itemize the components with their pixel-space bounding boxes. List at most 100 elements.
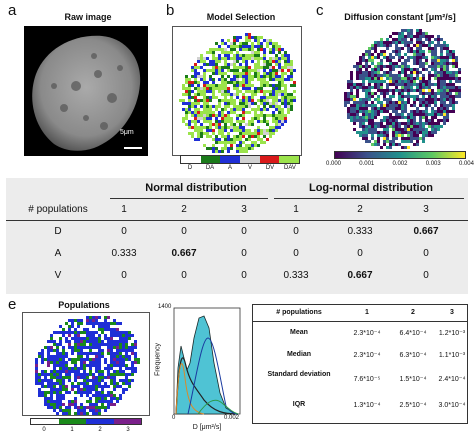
table-cell: 0.333 — [111, 248, 137, 259]
table-cell: 0.667 — [347, 270, 373, 281]
pop-label-0: 0 — [42, 427, 46, 433]
colorbar-tick-2: 0.002 — [392, 161, 408, 167]
stats-header-rule — [253, 321, 467, 322]
panel-b-title: Model Selection — [206, 12, 276, 22]
legend-label-v: V — [247, 165, 252, 171]
populations-legend-bar — [30, 418, 142, 425]
legend-label-dv: DV — [265, 165, 275, 171]
col-header-3: 1 — [293, 204, 299, 215]
row-label-v: V — [54, 270, 62, 281]
pop-swatch-0 — [31, 419, 59, 424]
hist-xlabel: D [μm²/s] — [192, 424, 222, 431]
header-normal-rule — [110, 198, 268, 199]
stats-header-3: 3 — [450, 309, 454, 316]
table-cell: 0 — [293, 248, 299, 259]
stats-header-1: 1 — [365, 309, 369, 316]
table-cell: 0.333 — [283, 270, 309, 281]
stats-cell: 2.3*10⁻⁴ — [353, 352, 381, 359]
table-cell: 0 — [423, 270, 429, 281]
pop-label-2: 2 — [98, 427, 102, 433]
hist-ymax-label: 1400 — [158, 304, 172, 310]
table-cell: 0 — [241, 270, 247, 281]
pop-swatch-2 — [86, 419, 114, 424]
legend-label-d: D — [187, 165, 193, 171]
panel-letter-a: a — [8, 2, 17, 19]
stats-cell: 2.5*10⁻⁴ — [399, 402, 427, 409]
colorbar-tick-1: 0.001 — [359, 161, 375, 167]
frequency-histogram: 1400 Frequency 0 0.002 D [μm²/s] — [154, 302, 244, 436]
colorbar-tick-0: 0.000 — [326, 161, 342, 167]
table-cell: 0 — [241, 248, 247, 259]
row-label-header: # populations — [28, 204, 88, 215]
legend-swatch-a — [220, 156, 241, 163]
stats-cell: 1.2*10⁻³ — [438, 330, 466, 337]
table-cell: 0 — [357, 248, 363, 259]
table-cell: 0 — [293, 226, 299, 237]
legend-label-a: A — [227, 165, 232, 171]
model-probability-table: Normal distribution Log-normal distribut… — [6, 178, 468, 294]
hist-xmin-label: 0 — [172, 415, 176, 421]
col-header-1: 2 — [181, 204, 187, 215]
panel-c-title: Diffusion constant [μm²/s] — [344, 12, 456, 22]
legend-swatch-dv — [259, 156, 280, 163]
header-lognormal-rule — [274, 198, 464, 199]
table-cell: 0.667 — [171, 248, 197, 259]
pop-swatch-3 — [113, 419, 141, 424]
legend-swatch-dav — [279, 156, 300, 163]
stats-row-label: Median — [286, 351, 312, 358]
stats-row-label: Mean — [290, 329, 308, 336]
table-cell: 0 — [121, 270, 127, 281]
model-legend-bar — [180, 155, 300, 164]
population-stats-table: # populations 1 2 3 Mean 2.3*10⁻⁴ 6.4*10⁻⁴ 1.2*… — [252, 304, 468, 424]
stats-cell: 6.4*10⁻⁴ — [399, 330, 427, 337]
raw-image — [24, 26, 148, 156]
panel-a-title: Raw image — [64, 12, 112, 22]
legend-swatch-da — [200, 156, 221, 163]
table-cell: 0.667 — [413, 226, 439, 237]
header-normal: Normal distribution — [145, 182, 247, 194]
stats-cell: 7.6*10⁻⁵ — [353, 376, 381, 383]
colorbar-tick-3: 0.003 — [425, 161, 441, 167]
row-label-a: A — [54, 248, 62, 259]
table-cell: 0 — [423, 248, 429, 259]
table-cell: 0 — [121, 226, 127, 237]
col-header-4: 2 — [357, 204, 363, 215]
populations-map — [22, 312, 150, 416]
stats-row-label: IQR — [292, 401, 306, 408]
hist-xmax-label: 0.002 — [224, 415, 240, 421]
col-header-5: 3 — [423, 204, 429, 215]
scalebar-label: 5μm — [120, 129, 134, 136]
table-cell: 0 — [241, 226, 247, 237]
col-header-0: 1 — [121, 204, 127, 215]
legend-label-dav: DAV — [284, 165, 296, 171]
panel-letter-e: e — [8, 296, 17, 313]
table-cell: 0.333 — [347, 226, 373, 237]
panel-letter-c: c — [316, 2, 324, 19]
stats-cell: 1.3*10⁻⁴ — [353, 402, 381, 409]
legend-swatch-d — [181, 156, 201, 163]
row-label-d: D — [54, 226, 62, 237]
model-selection-map — [172, 26, 302, 156]
colorbar-tick-4: 0.004 — [458, 161, 474, 167]
viridis-colorbar — [334, 151, 466, 159]
table-cell: 0 — [181, 270, 187, 281]
stats-cell: 1.1*10⁻³ — [438, 352, 466, 359]
legend-swatch-v — [240, 156, 260, 163]
stats-cell: 1.5*10⁻⁴ — [399, 376, 427, 383]
panel-letter-b: b — [166, 2, 175, 19]
pop-swatch-1 — [58, 419, 86, 424]
stats-cell: 2.3*10⁻⁴ — [353, 330, 381, 337]
pop-label-1: 1 — [70, 427, 74, 433]
diffusion-map — [332, 26, 466, 156]
legend-label-da: DA — [205, 165, 215, 171]
stats-header-0: # populations — [276, 309, 322, 316]
pop-label-3: 3 — [126, 427, 130, 433]
stats-cell: 6.3*10⁻⁴ — [399, 352, 427, 359]
stats-header-2: 2 — [411, 309, 415, 316]
col-header-2: 3 — [241, 204, 247, 215]
panel-e-title: Populations — [58, 300, 110, 310]
stats-row-label: Standard deviation — [267, 371, 331, 378]
table-cell: 0 — [181, 226, 187, 237]
hist-ylabel: Frequency — [154, 342, 162, 377]
header-divider — [6, 220, 468, 221]
